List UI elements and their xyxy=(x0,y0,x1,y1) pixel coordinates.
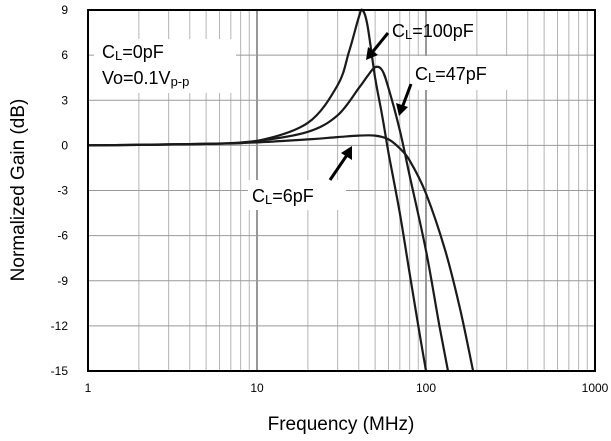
plot-frame xyxy=(87,9,596,372)
y-axis-title: Normalized Gain (dB) xyxy=(8,99,29,282)
y-tick-label: -15 xyxy=(51,364,69,378)
y-tick-label: 3 xyxy=(61,93,68,107)
y-tick-label: -6 xyxy=(57,229,68,243)
annotation-box xyxy=(94,39,236,93)
x-tick-label: 1000 xyxy=(582,381,609,395)
series-line-1 xyxy=(87,134,475,372)
annotation-box xyxy=(410,56,514,90)
annotation-vo: Vo=0.1Vp-p xyxy=(102,68,189,89)
arrow-cl6 xyxy=(328,146,352,181)
y-tick-label: 0 xyxy=(61,138,68,152)
y-tick-label: -12 xyxy=(51,319,69,333)
annotation-cl47: CL=47pF xyxy=(415,64,487,85)
y-tick-label: -9 xyxy=(57,274,68,288)
annotation-cl6: CL=6pF xyxy=(252,186,314,207)
annotation-box xyxy=(248,180,346,210)
arrow-cl100 xyxy=(366,32,390,60)
x-axis-title: Frequency (MHz) xyxy=(268,414,415,435)
series-lines xyxy=(87,8,475,372)
annotation-cl100: CL=100pF xyxy=(392,21,474,42)
tick-labels: 9 6 3 0 -3 -6 -9 -12 -15 1 10 100 1000 xyxy=(51,3,609,395)
series-line-3 xyxy=(87,8,428,372)
arrow-cl47 xyxy=(396,83,413,116)
x-tick-label: 1 xyxy=(85,381,92,395)
x-tick-label: 10 xyxy=(250,381,264,395)
y-tick-label: 9 xyxy=(61,3,68,17)
annotation-cl0: CL=0pF xyxy=(102,42,164,63)
y-tick-label: 6 xyxy=(61,48,68,62)
x-tick-label: 100 xyxy=(416,381,436,395)
series-line-2 xyxy=(87,65,450,372)
y-tick-label: -3 xyxy=(57,184,68,198)
